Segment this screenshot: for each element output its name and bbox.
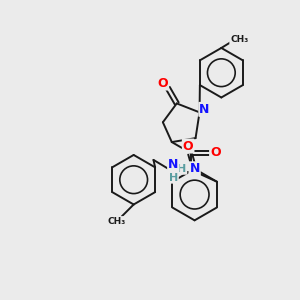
Text: H: H: [169, 173, 178, 183]
Text: N: N: [189, 162, 200, 175]
Text: O: O: [210, 146, 221, 160]
Text: O: O: [183, 140, 194, 152]
Text: O: O: [158, 76, 168, 89]
Text: CH₃: CH₃: [230, 34, 248, 43]
Text: CH₃: CH₃: [108, 217, 126, 226]
Text: H: H: [177, 164, 186, 174]
Text: N: N: [168, 158, 178, 171]
Text: N: N: [199, 103, 210, 116]
